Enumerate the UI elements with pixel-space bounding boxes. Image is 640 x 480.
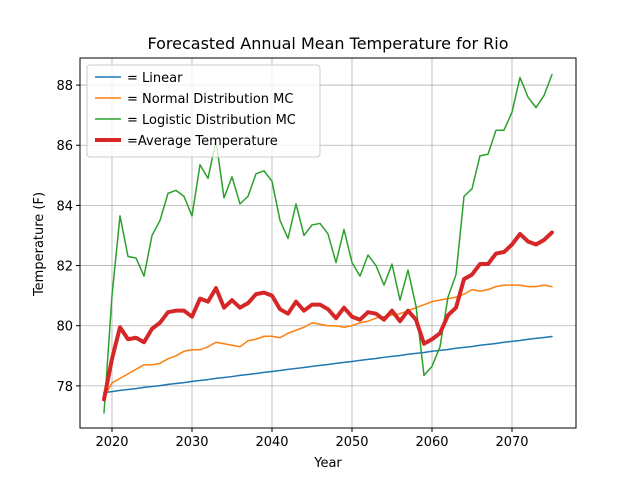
chart-title: Forecasted Annual Mean Temperature for R… [147,34,508,53]
x-tick-label: 2020 [95,435,128,450]
x-tick-label: 2040 [255,435,288,450]
y-tick-label: 78 [56,380,73,395]
series-line-4 [102,230,554,402]
legend-label: = Logistic Distribution MC [127,113,296,128]
legend: = Linear = Normal Distribution MC = Logist… [86,64,321,158]
x-axis-label: Year [313,456,342,471]
series-line-2 [103,284,553,399]
plot-frame [79,57,577,429]
y-axis-label: Temperature (F) [32,192,47,297]
x-tick-label: 2030 [175,435,208,450]
y-tick-label: 84 [56,199,73,214]
ticks: 2020 2030 2040 2050 2060 2070 78 80 82 84 86 88 [56,79,528,450]
y-tick-label: 80 [56,320,73,335]
y-tick-label: 86 [56,139,73,154]
x-tick-label: 2060 [415,435,448,450]
x-tick-label: 2070 [495,435,528,450]
legend-box [86,64,321,158]
legend-label: = Linear [127,71,183,86]
legend-label: = Normal Distribution MC [127,92,293,107]
y-tick-label: 82 [56,260,73,275]
series-layer [102,73,554,414]
legend-label: =Average Temperature [127,134,278,149]
y-tick-label: 88 [56,79,73,94]
series-line-1 [103,335,553,394]
series-line-3 [103,73,553,414]
x-tick-label: 2050 [335,435,368,450]
